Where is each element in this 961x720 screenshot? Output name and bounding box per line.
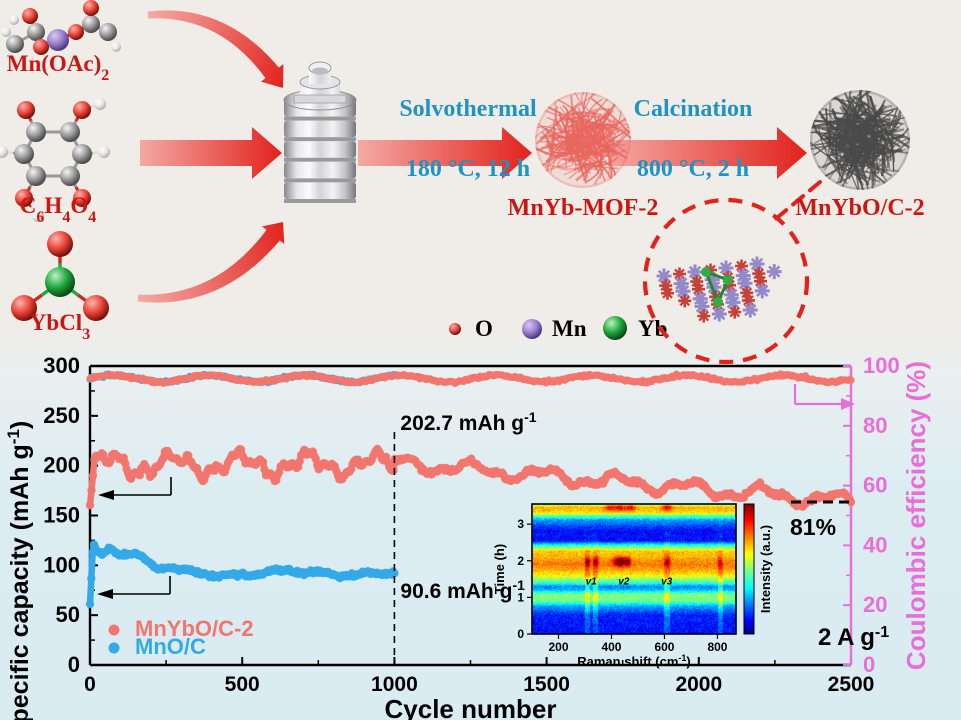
svg-text:C6H4O4: C6H4O4 [20, 193, 96, 226]
svg-text:v3: v3 [661, 577, 673, 588]
svg-text:Mn(OAc)2: Mn(OAc)2 [7, 51, 110, 84]
svg-text:500: 500 [225, 673, 260, 696]
svg-text:Intensity (a.u.): Intensity (a.u.) [758, 525, 773, 613]
svg-text:MnYb-MOF-2: MnYb-MOF-2 [508, 195, 659, 221]
svg-text:YbCl3: YbCl3 [30, 310, 90, 343]
svg-text:50: 50 [56, 602, 80, 627]
svg-text:150: 150 [43, 503, 80, 528]
svg-text:180 °C, 12 h: 180 °C, 12 h [406, 156, 530, 182]
svg-text:800: 800 [707, 640, 727, 654]
svg-text:Calcination: Calcination [634, 96, 753, 122]
svg-text:81%: 81% [790, 514, 836, 540]
svg-text:Raman shift (cm-1): Raman shift (cm-1) [577, 653, 691, 669]
svg-text:Time (h): Time (h) [492, 544, 507, 594]
svg-text:1000: 1000 [371, 673, 418, 696]
svg-text:2: 2 [517, 554, 524, 568]
svg-text:40: 40 [863, 532, 887, 557]
svg-text:3: 3 [517, 517, 524, 531]
svg-text:250: 250 [43, 403, 80, 428]
svg-text:60: 60 [863, 473, 887, 498]
svg-text:O: O [475, 316, 493, 341]
svg-text:v2: v2 [618, 577, 630, 588]
svg-text:200: 200 [43, 453, 80, 478]
svg-text:0: 0 [863, 652, 875, 677]
svg-text:202.7 mAh g-1: 202.7 mAh g-1 [400, 409, 536, 435]
svg-text:Mn: Mn [552, 316, 587, 341]
svg-text:Cycle number: Cycle number [385, 694, 557, 720]
svg-text:Specific capacity (mAh g-1): Specific capacity (mAh g-1) [4, 421, 35, 720]
svg-text:v1: v1 [586, 577, 598, 588]
svg-text:200: 200 [548, 640, 568, 654]
svg-text:0: 0 [517, 627, 524, 641]
svg-text:100: 100 [43, 552, 80, 577]
svg-text:800 °C, 2 h: 800 °C, 2 h [637, 156, 749, 182]
svg-text:2000: 2000 [675, 673, 722, 696]
svg-text:MnYbO/C-2: MnYbO/C-2 [795, 195, 924, 221]
svg-text:20: 20 [863, 592, 887, 617]
svg-text:0: 0 [68, 652, 80, 677]
svg-text:1: 1 [517, 590, 524, 604]
svg-text:2 A g-1: 2 A g-1 [818, 624, 889, 652]
svg-text:100: 100 [863, 353, 900, 378]
svg-text:1500: 1500 [523, 673, 570, 696]
svg-text:Solvothermal: Solvothermal [399, 96, 537, 122]
svg-text:Coulombic efficiency (%): Coulombic efficiency (%) [901, 361, 931, 670]
svg-text:80: 80 [863, 413, 887, 438]
svg-text:0: 0 [84, 673, 96, 696]
svg-text:300: 300 [43, 353, 80, 378]
svg-text:MnO/C: MnO/C [135, 634, 206, 659]
svg-text:400: 400 [601, 640, 621, 654]
svg-text:600: 600 [654, 640, 674, 654]
